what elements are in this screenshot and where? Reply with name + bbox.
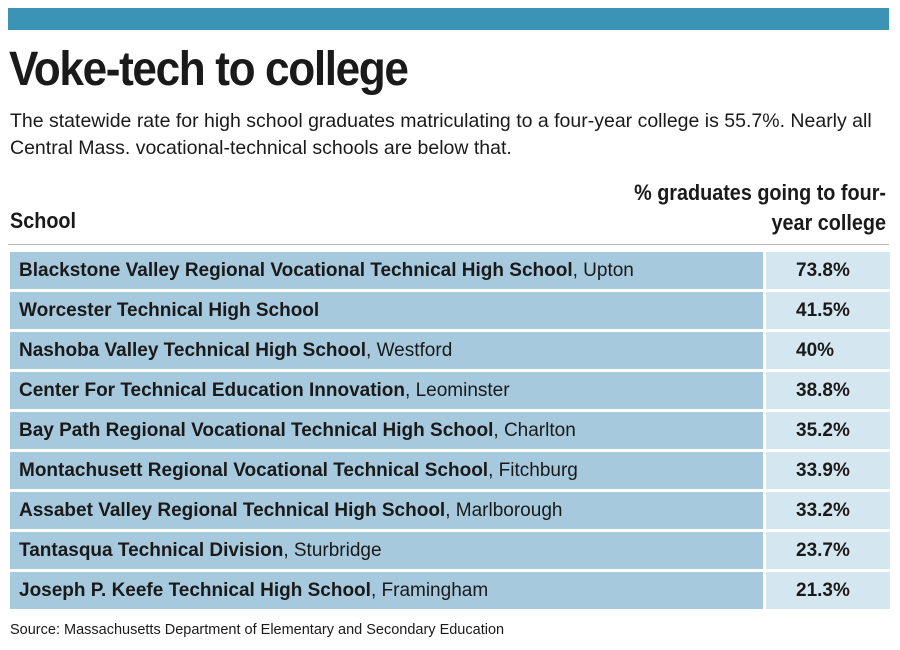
school-town: , Sturbridge (283, 540, 382, 561)
school-cell: Blackstone Valley Regional Vocational Te… (10, 252, 763, 289)
percent-value: 35.2% (766, 412, 890, 449)
school-cell: Assabet Valley Regional Technical High S… (10, 492, 763, 529)
school-town: , Marlborough (445, 500, 563, 521)
table-row: Montachusett Regional Vocational Technic… (10, 452, 890, 489)
table-row: Bay Path Regional Vocational Technical H… (10, 412, 890, 449)
school-town: , Westford (366, 340, 453, 361)
school-name: Tantasqua Technical Division (19, 540, 284, 561)
school-name: Blackstone Valley Regional Vocational Te… (19, 260, 573, 281)
percent-value: 40% (766, 332, 890, 369)
header-divider (8, 244, 889, 245)
table-row: Joseph P. Keefe Technical High School, F… (10, 572, 890, 609)
school-cell: Worcester Technical High School (10, 292, 763, 329)
table-row: Center For Technical Education Innovatio… (10, 372, 890, 409)
percent-value: 38.8% (766, 372, 890, 409)
school-name: Montachusett Regional Vocational Technic… (19, 460, 489, 481)
chart-title: Voke-tech to college (9, 43, 409, 96)
table-row: Worcester Technical High School 41.5% (10, 292, 890, 329)
school-town: , Charlton (493, 420, 576, 441)
percent-value: 33.2% (766, 492, 890, 529)
percent-value: 73.8% (766, 252, 890, 289)
chart-subtitle: The statewide rate for high school gradu… (10, 110, 872, 159)
percent-value: 41.5% (766, 292, 890, 329)
school-name: Center For Technical Education Innovatio… (19, 380, 406, 401)
source-note: Source: Massachusetts Department of Elem… (10, 622, 505, 638)
school-town: , Upton (572, 260, 634, 281)
school-cell: Tantasqua Technical Division, Sturbridge (10, 532, 763, 569)
school-name: Joseph P. Keefe Technical High School (19, 580, 371, 601)
table-row: Tantasqua Technical Division, Sturbridge… (10, 532, 890, 569)
table-row: Nashoba Valley Technical High School, We… (10, 332, 890, 369)
percent-value: 21.3% (766, 572, 890, 609)
percent-value: 23.7% (766, 532, 890, 569)
column-header-percent: % graduates going to four-year college (634, 180, 886, 235)
table-row: Blackstone Valley Regional Vocational Te… (10, 252, 890, 289)
school-name: Assabet Valley Regional Technical High S… (19, 500, 446, 521)
school-name: Bay Path Regional Vocational Technical H… (19, 420, 494, 441)
school-town: , Framingham (370, 580, 489, 601)
column-header-school: School (10, 208, 77, 233)
school-cell: Joseph P. Keefe Technical High School, F… (10, 572, 763, 609)
school-cell: Bay Path Regional Vocational Technical H… (10, 412, 763, 449)
school-cell: Nashoba Valley Technical High School, We… (10, 332, 763, 369)
percent-value: 33.9% (766, 452, 890, 489)
school-name: Worcester Technical High School (19, 300, 320, 321)
school-name: Nashoba Valley Technical High School (19, 340, 367, 361)
table-row: Assabet Valley Regional Technical High S… (10, 492, 890, 529)
school-table: Blackstone Valley Regional Vocational Te… (10, 252, 890, 612)
top-accent-bar (8, 8, 889, 30)
school-town: , Leominster (405, 380, 510, 401)
school-town: , Fitchburg (488, 460, 578, 481)
school-cell: Montachusett Regional Vocational Technic… (10, 452, 763, 489)
school-cell: Center For Technical Education Innovatio… (10, 372, 763, 409)
